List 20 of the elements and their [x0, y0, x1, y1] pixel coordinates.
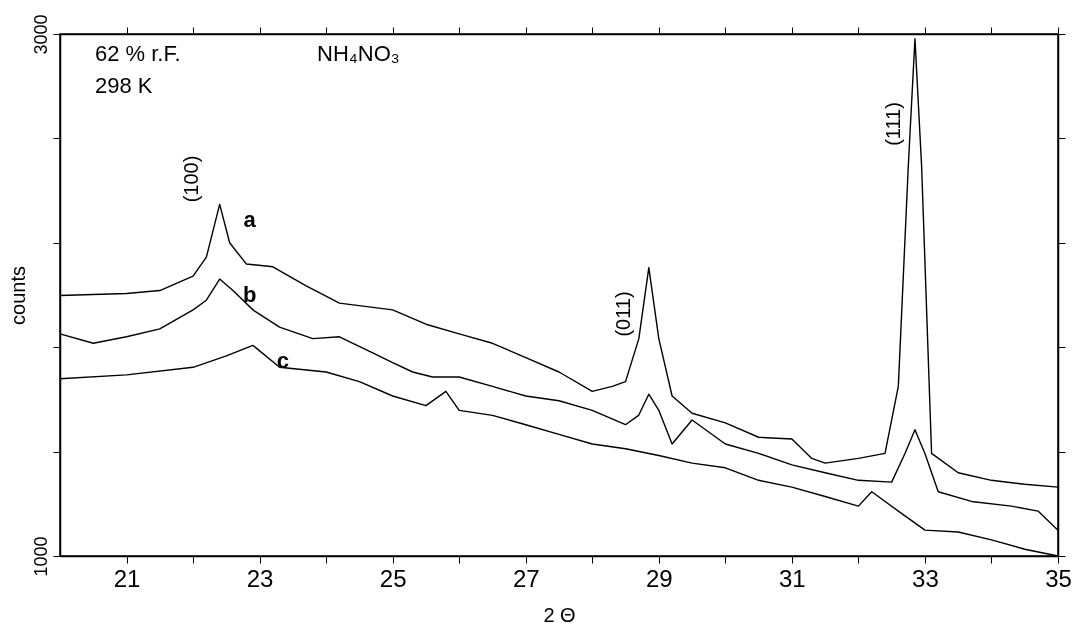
x-tick-label: 23	[246, 564, 274, 592]
y-tick-label: 1000	[30, 536, 51, 577]
x-tick-label: 31	[779, 564, 806, 592]
x-tick-label: 25	[379, 564, 407, 592]
x-axis-title: 2 Θ	[543, 603, 576, 626]
y-axis-title: counts	[6, 266, 29, 325]
annotation: 298 K	[95, 73, 153, 98]
annotation: NH₄NO₃	[317, 41, 400, 66]
series-label: b	[242, 282, 257, 308]
x-tick-label: 27	[512, 564, 540, 592]
x-tick-label: 33	[912, 564, 939, 592]
annotation: (111)	[882, 102, 904, 146]
x-tick-label: 35	[1045, 564, 1072, 592]
series-label: a	[243, 207, 257, 233]
x-tick-label: 29	[645, 564, 673, 592]
annotation: (011)	[612, 291, 634, 337]
x-tick-label: 21	[113, 564, 141, 592]
y-tick-label: 3000	[30, 14, 51, 55]
annotation: 62 % r.F.	[95, 41, 181, 66]
annotation: (100)	[180, 155, 202, 203]
